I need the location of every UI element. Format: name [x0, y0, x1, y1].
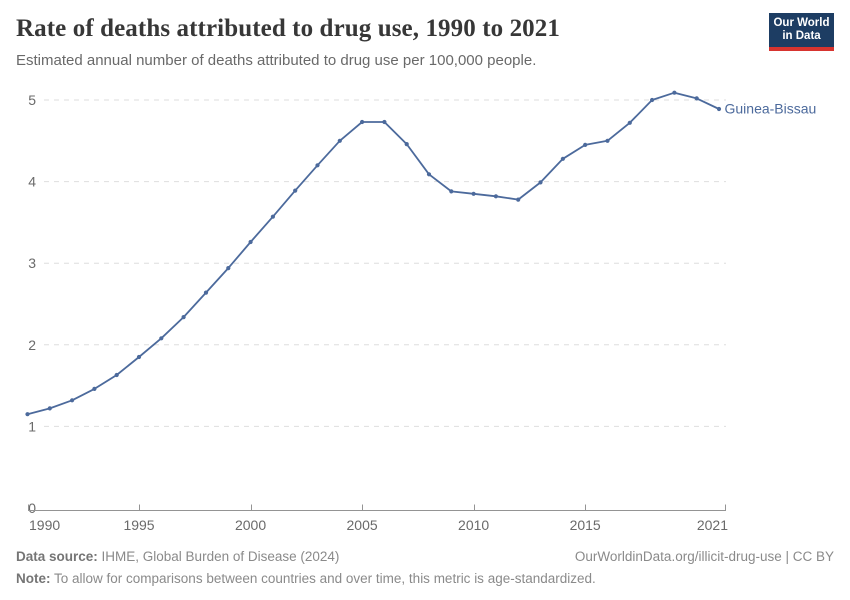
owid-logo-line1: Our World: [773, 16, 830, 29]
data-source-label: Data source:: [16, 549, 98, 564]
owid-logo-line2: in Data: [782, 30, 821, 42]
data-point: [650, 97, 655, 103]
data-source: Data source: IHME, Global Burden of Dise…: [16, 546, 339, 567]
gridlines: [44, 99, 726, 427]
x-tick-label: 2005: [347, 517, 378, 533]
data-point: [47, 406, 52, 411]
x-axis-labels: 1990 1995 2000 2005 2010 2015 2021: [29, 517, 728, 533]
note-label: Note:: [16, 571, 51, 586]
data-point: [270, 214, 275, 219]
data-point: [70, 398, 75, 403]
x-tick-label: 2015: [570, 517, 601, 533]
data-point: [382, 119, 387, 125]
owid-logo: Our World in Data: [769, 13, 834, 51]
data-point: [315, 163, 320, 168]
y-axis-labels: 0 1 2 3 4 5: [28, 92, 36, 516]
data-point: [114, 372, 119, 378]
data-point: [360, 119, 365, 125]
y-tick-label: 5: [28, 92, 36, 108]
data-point: [426, 172, 432, 177]
y-tick-label: 1: [28, 418, 36, 434]
data-point: [627, 120, 632, 125]
data-point: [538, 180, 543, 185]
data-point: [159, 336, 164, 341]
data-point: [181, 315, 186, 320]
data-point: [672, 90, 677, 95]
data-source-text: IHME, Global Burden of Disease (2024): [97, 549, 340, 564]
data-point: [583, 142, 588, 147]
data-point: [92, 386, 97, 391]
footer-note: Note: To allow for comparisons between c…: [16, 568, 834, 589]
y-tick-label: 3: [28, 255, 36, 271]
data-point: [516, 197, 521, 202]
note-text: To allow for comparisons between countri…: [50, 571, 596, 586]
data-point: [203, 290, 209, 295]
x-tick-label: 2010: [458, 517, 489, 533]
data-point: [226, 266, 231, 271]
data-point: [560, 156, 566, 161]
x-tick-label: 2021: [697, 517, 728, 533]
data-point: [605, 138, 610, 143]
data-point: [493, 194, 498, 199]
data-point: [471, 191, 476, 196]
y-tick-label: 0: [28, 500, 36, 516]
y-tick-label: 2: [28, 337, 36, 353]
data-point: [694, 96, 699, 101]
citation-link[interactable]: OurWorldinData.org/illicit-drug-use | CC…: [574, 549, 834, 564]
series-line: [26, 91, 720, 416]
data-point: [293, 188, 298, 193]
x-tick-label: 1995: [123, 517, 154, 533]
chart-subtitle: Estimated annual number of deaths attrib…: [16, 52, 537, 69]
y-tick-label: 4: [28, 174, 36, 190]
data-point: [404, 142, 409, 147]
data-point: [337, 138, 342, 143]
data-point: [716, 106, 722, 112]
data-point: [136, 354, 142, 360]
page-title: Rate of deaths attributed to drug use, 1…: [16, 15, 560, 42]
data-point: [25, 412, 30, 417]
x-tick-label: 2000: [235, 517, 266, 533]
x-tick-label: 1990: [29, 517, 60, 533]
series-end-label[interactable]: Guinea-Bissau: [725, 100, 817, 116]
data-point: [248, 239, 253, 245]
footer: Data source: IHME, Global Burden of Dise…: [16, 546, 834, 589]
x-axis: [28, 504, 726, 511]
data-point: [449, 189, 454, 194]
series-guinea-bissau: Guinea-Bissau: [25, 90, 817, 417]
